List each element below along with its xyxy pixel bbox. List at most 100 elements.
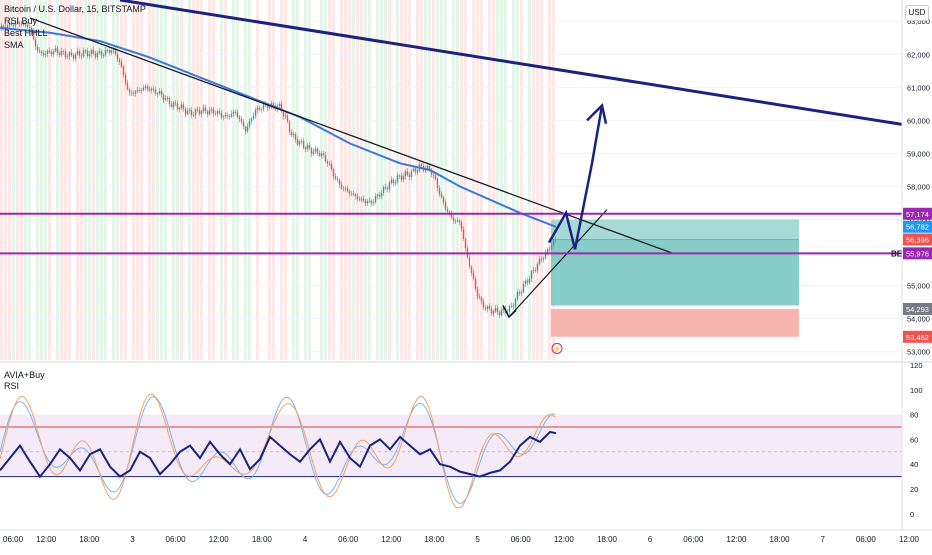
candle-body	[214, 113, 217, 115]
candle-body	[468, 256, 471, 267]
candle-body	[70, 52, 73, 56]
candle-body	[450, 213, 453, 218]
candle-body	[358, 198, 361, 200]
candle-body	[406, 171, 409, 175]
signal-stripe	[120, 0, 123, 360]
candle-body	[178, 108, 181, 110]
indicator-rsi[interactable]: RSI	[4, 381, 20, 391]
candle-body	[286, 115, 289, 122]
candle-body	[208, 110, 211, 115]
candle-body	[382, 187, 385, 193]
candle-body	[50, 51, 53, 55]
candle-body	[230, 113, 233, 117]
candle-body	[64, 51, 67, 57]
candle-body	[44, 54, 47, 56]
time-tick-label: 18:00	[770, 535, 791, 544]
candle-body	[124, 74, 127, 83]
candle-body	[194, 109, 197, 116]
candle-body	[30, 28, 33, 32]
currency-button[interactable]: USD	[905, 5, 929, 21]
time-tick-label: 12:00	[899, 535, 920, 544]
candle-body	[148, 89, 151, 91]
signal-stripe	[516, 0, 519, 360]
indicator-rsi-buy[interactable]: RSI Buy	[4, 16, 38, 26]
price-tick-label: 62,000	[907, 50, 930, 59]
candle-body	[202, 107, 205, 112]
candle-body	[524, 280, 527, 284]
signal-stripe	[100, 0, 103, 360]
signal-stripe	[84, 0, 87, 360]
price-label-text: 57,174	[906, 210, 929, 219]
candle-body	[238, 116, 241, 120]
signal-stripe	[444, 0, 447, 360]
candle-body	[506, 311, 509, 313]
candle-body	[536, 264, 539, 271]
candle-body	[310, 148, 313, 154]
candle-body	[294, 134, 297, 140]
signal-stripe	[304, 0, 307, 360]
candle-body	[414, 168, 417, 173]
signal-stripe	[376, 0, 379, 360]
candle-body	[428, 166, 431, 171]
ascending-trendline	[508, 209, 608, 318]
candle-body	[348, 191, 351, 194]
candle-body	[60, 51, 63, 55]
candle-body	[236, 112, 239, 117]
symbol-title: Bitcoin / U.S. Dollar, 15, BITSTAMP	[4, 4, 146, 14]
candle-body	[248, 121, 251, 127]
candle-body	[242, 122, 245, 127]
signal-stripe	[12, 0, 15, 360]
signal-stripe	[36, 0, 39, 360]
signal-stripe	[56, 0, 59, 360]
signal-stripe	[480, 0, 483, 360]
signal-stripe	[48, 0, 51, 360]
signal-stripe	[16, 0, 19, 360]
low-arrowhead	[502, 305, 517, 319]
candle-body	[432, 174, 435, 176]
indicator-sma[interactable]: SMA	[4, 40, 24, 50]
candle-body	[530, 271, 533, 279]
candle-body	[306, 145, 309, 150]
signal-stripe	[380, 0, 383, 360]
candle-body	[346, 188, 349, 192]
signal-stripe	[268, 0, 271, 360]
signal-stripe	[460, 0, 463, 360]
candle-body	[126, 82, 129, 90]
signal-stripe	[192, 0, 195, 360]
candle-body	[146, 86, 149, 90]
rsi-tick-label: 80	[910, 411, 918, 420]
indicator-best-hhll[interactable]: Best HHLL	[4, 28, 48, 38]
candle-body	[258, 107, 261, 110]
candle-body	[288, 121, 291, 132]
candle-body	[402, 176, 405, 180]
signal-stripe	[200, 0, 203, 360]
candle-body	[486, 306, 489, 310]
candle-body	[152, 88, 155, 90]
rsi-tick-label: 40	[910, 460, 918, 469]
candle-body	[246, 126, 249, 132]
price-tick-label: 53,000	[907, 348, 930, 357]
candle-body	[2, 25, 5, 28]
candle-body	[196, 109, 199, 111]
candle-body	[328, 163, 331, 165]
signal-stripe	[256, 0, 259, 360]
stoch-k-line	[0, 395, 556, 504]
signal-stripe	[136, 0, 139, 360]
signal-stripe	[416, 0, 419, 360]
candle-body	[318, 152, 321, 156]
candle-body	[170, 104, 173, 107]
indicator-avia-buy[interactable]: AVIA+Buy	[4, 370, 45, 380]
signal-stripe	[68, 0, 71, 360]
candle-body	[528, 278, 531, 283]
signal-stripe	[236, 0, 239, 360]
candle-body	[162, 94, 165, 100]
candle-body	[376, 194, 379, 197]
price-label-tag	[903, 220, 932, 233]
candle-body	[18, 22, 21, 24]
level-label-be: BE	[891, 249, 903, 258]
candle-body	[6, 25, 9, 29]
candle-body	[92, 49, 95, 54]
candle-body	[500, 310, 503, 316]
signal-stripe	[532, 0, 535, 360]
